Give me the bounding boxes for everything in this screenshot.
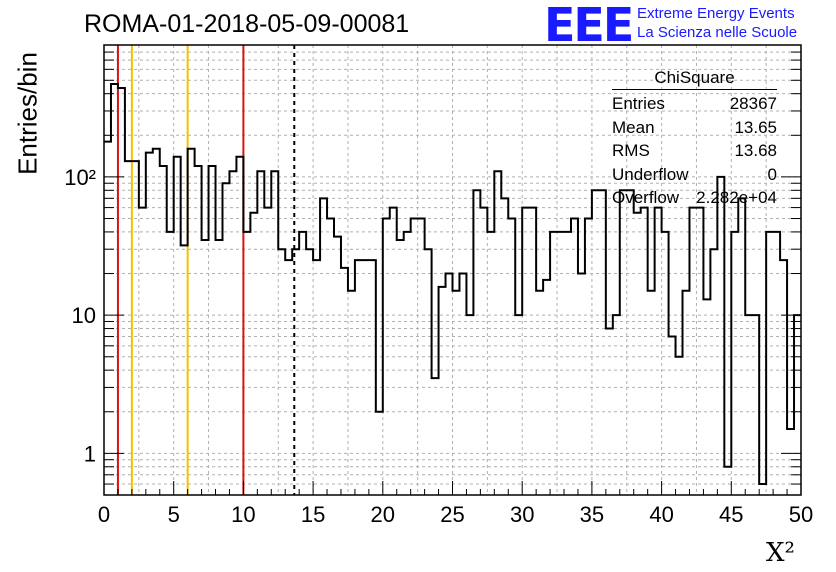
stats-name: ChiSquare <box>612 68 777 90</box>
stats-row-entries: Entries 28367 <box>612 94 777 113</box>
stats-row-rms: RMS 13.68 <box>612 141 777 160</box>
x-tick-label: 35 <box>580 502 604 527</box>
stats-box: ChiSquare Entries 28367 Mean 13.65 RMS 13.6… <box>612 68 777 210</box>
histogram-line <box>104 83 801 486</box>
x-tick-label: 10 <box>231 502 255 527</box>
x-tick-label: 50 <box>789 502 813 527</box>
x-axis-label: X² <box>766 538 795 568</box>
x-tick-label: 40 <box>649 502 673 527</box>
x-tick-label: 0 <box>98 502 110 527</box>
tick-labels: 0 5 10 15 20 25 30 35 40 45 50 1 10 10² <box>64 165 813 527</box>
stats-row-underflow: Underflow 0 <box>612 164 777 184</box>
x-tick-label: 5 <box>168 502 180 527</box>
logo-line-2: La Scienza nelle Scuole <box>637 24 798 41</box>
y-tick-label: 1 <box>84 441 96 466</box>
axis-ticks <box>103 44 802 496</box>
stats-row-mean: Mean 13.65 <box>612 117 777 137</box>
x-tick-label: 30 <box>510 502 534 527</box>
grid-lines <box>104 44 801 496</box>
x-tick-label: 15 <box>301 502 325 527</box>
y-tick-label: 10 <box>72 303 96 328</box>
reference-lines <box>116 45 296 495</box>
y-tick-label: 10² <box>64 165 96 190</box>
x-tick-label: 20 <box>371 502 395 527</box>
x-tick-label: 25 <box>440 502 464 527</box>
x-tick-label: 45 <box>719 502 743 527</box>
eee-logo: EEE <box>544 0 634 52</box>
y-axis-label: Entries/bin <box>12 52 43 175</box>
logo-line-1: Extreme Energy Events <box>637 5 795 22</box>
plot-title: ROMA-01-2018-05-09-00081 <box>84 10 410 38</box>
stats-row-overflow: Overflow 2.282e+04 <box>612 188 777 207</box>
